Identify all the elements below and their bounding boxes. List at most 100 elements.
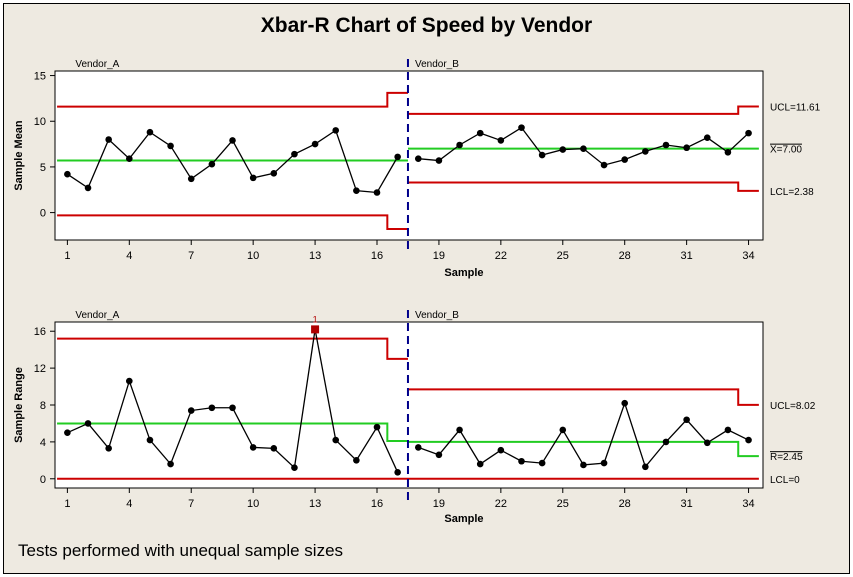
xbar-data-point [353, 187, 360, 194]
xbar-xtick-label: 7 [188, 250, 194, 262]
range-data-point [208, 404, 216, 412]
range-center-line-stage-a [57, 422, 408, 442]
range-xtick-label: 25 [557, 498, 569, 510]
range-yaxis-label: Sample Range [13, 367, 25, 443]
xbar-ytick-label: 5 [40, 162, 46, 174]
range-data-point [373, 423, 381, 431]
xbar-lcl-line-stage-a [57, 214, 408, 231]
xbar-data-point [126, 155, 133, 162]
xbar-data-point [208, 160, 216, 168]
xbar-data-point [600, 161, 608, 169]
range-xtick-label: 28 [619, 498, 631, 510]
xbar-xtick-label: 22 [495, 250, 507, 262]
range-data-point [353, 457, 360, 464]
range-data-point [662, 438, 670, 446]
xbar-ucl-line-stage-b [407, 105, 759, 115]
xbar-data-point [64, 170, 71, 178]
xbar-data-point [187, 175, 195, 183]
range-data-point [291, 464, 298, 472]
xbar-stage-label-b: Vendor_B [415, 59, 459, 70]
xbar-data-point [724, 149, 732, 156]
range-data-point [126, 377, 133, 385]
range-xtick-label: 31 [681, 498, 693, 510]
xbar-data-point [538, 151, 546, 159]
range-data-point [703, 439, 711, 447]
xbar-data-point [580, 145, 587, 152]
xbar-xtick-label: 25 [557, 250, 569, 262]
range-data-point [270, 445, 278, 452]
range-stage-label-b: Vendor_B [415, 310, 459, 321]
xbar-data-point [332, 127, 340, 134]
range-data-point [559, 426, 567, 434]
range-data-point [394, 469, 401, 476]
xbar-data-point [559, 146, 567, 153]
xbar-data-point [146, 128, 154, 136]
range-data-point [332, 436, 340, 444]
range-data-point [518, 457, 525, 465]
range-xtick-label: 34 [742, 498, 754, 510]
range-ytick-label: 0 [40, 474, 46, 486]
xbar-data-point [497, 137, 505, 144]
range-data-point [642, 463, 649, 471]
xbar-data-point [394, 153, 401, 161]
xbar-ytick-label: 0 [40, 208, 46, 220]
range-data-point [167, 460, 174, 468]
xbar-data-point [373, 189, 381, 196]
range-data-point [683, 416, 690, 424]
xbar-xtick-label: 28 [619, 250, 631, 262]
xbar-data-point [167, 142, 174, 150]
range-test-flag-label: 1 [313, 314, 318, 324]
xbar-data-point [311, 140, 319, 148]
range-data-point [538, 459, 546, 467]
xbar-limit-label: LCL=2.38 [770, 187, 814, 198]
range-data-point [724, 426, 732, 434]
footnote: Tests performed with unequal sample size… [18, 541, 344, 560]
xbar-xtick-label: 4 [126, 250, 132, 262]
range-xtick-label: 16 [371, 498, 383, 510]
range-data-point [146, 436, 154, 444]
xbar-data-point [414, 155, 422, 162]
range-xtick-label: 7 [188, 498, 194, 510]
range-center-line-stage-b [407, 440, 759, 458]
range-limit-label: LCL=0 [770, 475, 800, 486]
xbar-data-point [229, 137, 236, 144]
xbar-xtick-label: 31 [681, 250, 693, 262]
xbar-xtick-label: 34 [742, 250, 754, 262]
range-ytick-label: 12 [34, 363, 46, 375]
range-limit-label: UCL=8.02 [770, 401, 816, 412]
range-data-point [476, 460, 484, 468]
xbar-data-point [270, 170, 278, 177]
range-data-point [229, 404, 236, 412]
range-data-point [105, 445, 112, 452]
range-data-point [249, 444, 257, 451]
range-stage-label-a: Vendor_A [75, 310, 119, 321]
xbar-data-point [249, 174, 257, 182]
range-data-point [64, 429, 71, 436]
xbar-xtick-label: 16 [371, 250, 383, 262]
range-data-point [745, 436, 752, 444]
range-xtick-label: 13 [309, 498, 321, 510]
range-data-point [435, 451, 443, 459]
xbar-ucl-line-stage-a [57, 91, 408, 108]
xbar-ytick-label: 15 [34, 71, 46, 83]
xbar-data-point [476, 129, 484, 137]
range-ytick-label: 4 [40, 437, 46, 449]
range-xtick-label: 22 [495, 498, 507, 510]
xbar-data-point [456, 141, 463, 149]
xbar-stage-label-a: Vendor_A [75, 59, 119, 70]
xbar-ytick-label: 10 [34, 116, 46, 128]
range-ucl-line-stage-b [407, 388, 759, 406]
range-data-point [187, 407, 195, 414]
xbar-data-point [621, 156, 629, 163]
xbar-data-point [105, 136, 112, 143]
range-limit-label: R=2.45 [770, 452, 803, 463]
xbar-data-point [642, 148, 649, 155]
xbar-data-point [435, 157, 443, 164]
range-xtick-label: 4 [126, 498, 132, 510]
xbar-data-point [84, 184, 92, 192]
xbar-data-point [291, 150, 298, 158]
xbar-data-point [745, 129, 752, 137]
xbar-xtick-label: 19 [433, 250, 445, 262]
range-data-point [414, 444, 422, 451]
